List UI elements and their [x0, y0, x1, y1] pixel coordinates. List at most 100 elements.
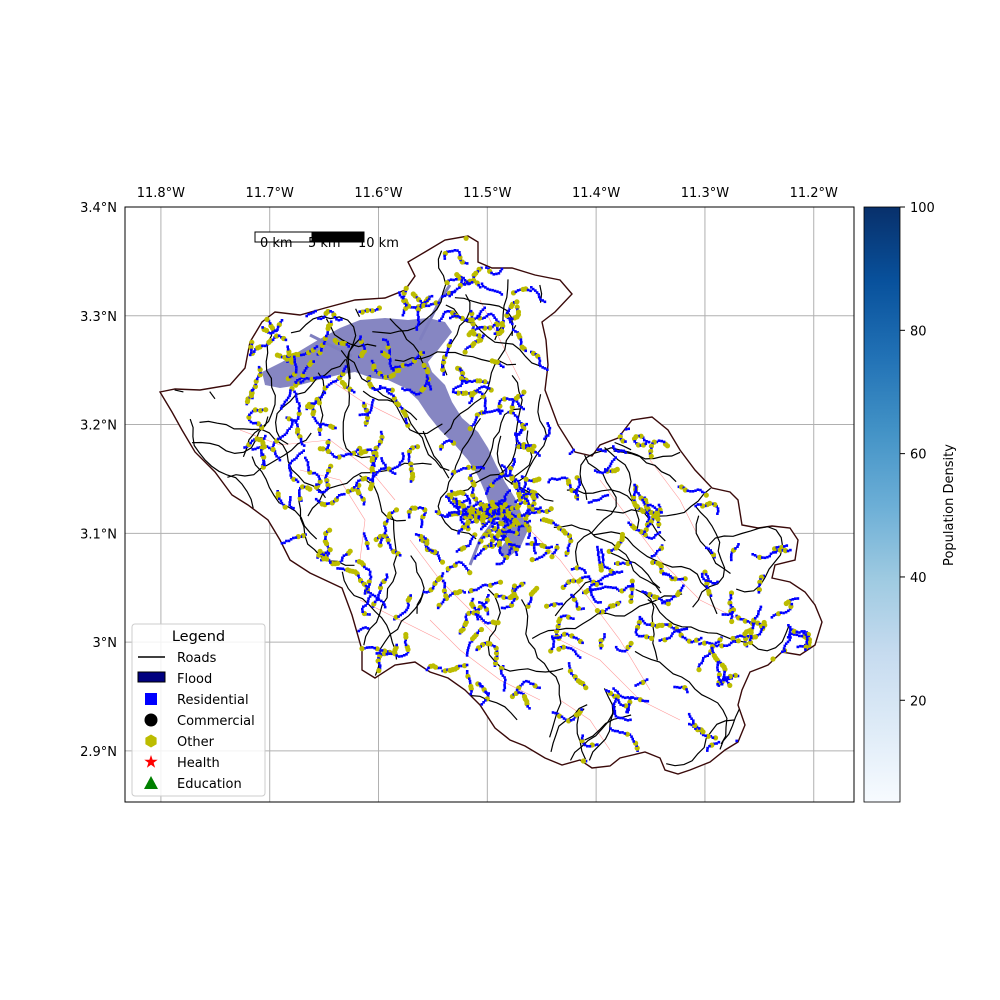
building-residential-point: [493, 332, 497, 335]
building-residential-point: [441, 514, 444, 517]
building-residential-point: [486, 544, 489, 548]
building-residential-point: [568, 541, 572, 545]
building-residential-point: [646, 592, 649, 595]
building-residential-point: [529, 682, 532, 685]
building-residential-point: [538, 556, 541, 559]
building-residential-point: [633, 483, 636, 487]
building-residential-point: [354, 450, 358, 454]
building-residential-point: [496, 524, 500, 527]
building-residential-point: [488, 485, 492, 488]
building-residential-point: [322, 422, 325, 426]
building-residential-point: [483, 605, 487, 609]
building-residential-point: [545, 546, 548, 549]
building-residential-point: [634, 488, 638, 491]
building-residential-point: [290, 425, 293, 428]
building-residential-point: [458, 506, 461, 509]
road-segment: [510, 430, 533, 485]
building-residential-point: [441, 295, 444, 298]
building-residential-point: [729, 607, 733, 611]
building-residential-point: [717, 740, 721, 744]
building-residential-point: [719, 680, 723, 684]
building-residential-point: [471, 535, 475, 539]
building-residential-point: [700, 572, 704, 576]
building-residential-point: [596, 587, 600, 591]
building-residential-point: [519, 338, 523, 341]
building-residential-point: [525, 444, 528, 447]
building-residential-point: [369, 448, 372, 451]
building-residential-point: [488, 288, 492, 292]
building-residential-point: [294, 370, 298, 374]
building-residential-point: [713, 643, 716, 647]
building-residential-point: [248, 353, 252, 357]
building-residential-point: [447, 439, 451, 442]
building-residential-point: [601, 553, 605, 556]
building-residential-point: [336, 378, 339, 381]
building-residential-point: [503, 683, 506, 687]
building-residential-point: [599, 578, 603, 582]
building-residential-point: [286, 429, 289, 432]
building-residential-point: [515, 400, 519, 403]
building-residential-point: [375, 308, 379, 311]
building-residential-point: [379, 541, 382, 544]
building-residential-point: [575, 605, 579, 608]
building-residential-point: [459, 518, 463, 522]
building-residential-point: [521, 682, 524, 686]
building-residential-point: [254, 447, 257, 451]
building-residential-point: [485, 314, 489, 318]
building-residential-point: [420, 520, 424, 523]
building-residential-point: [509, 320, 512, 324]
building-residential-point: [596, 743, 599, 746]
building-residential-point: [682, 486, 686, 490]
building-residential-point: [607, 466, 610, 470]
building-residential-point: [365, 587, 369, 591]
building-residential-point: [688, 722, 691, 726]
building-residential-point: [598, 561, 601, 564]
building-residential-point: [493, 409, 496, 412]
building-residential-point: [605, 608, 608, 611]
building-residential-point: [493, 323, 496, 327]
building-residential-point: [472, 423, 475, 426]
building-residential-point: [621, 561, 625, 565]
building-residential-point: [629, 523, 632, 526]
building-residential-point: [382, 338, 385, 341]
building-residential-point: [726, 613, 730, 616]
building-residential-point: [465, 280, 469, 284]
building-residential-point: [422, 351, 425, 354]
building-residential-point: [517, 525, 521, 529]
building-other-point: [544, 603, 550, 609]
building-residential-point: [329, 310, 332, 313]
building-residential-point: [481, 308, 485, 311]
building-residential-point: [497, 409, 501, 413]
building-residential-point: [313, 346, 317, 350]
building-residential-point: [295, 419, 298, 422]
building-residential-point: [366, 419, 369, 422]
building-residential-point: [384, 578, 388, 581]
building-residential-point: [615, 570, 619, 574]
building-residential-point: [506, 520, 509, 524]
building-residential-point: [488, 534, 491, 537]
building-residential-point: [316, 499, 320, 503]
building-residential-point: [729, 604, 733, 607]
building-residential-point: [463, 380, 466, 383]
building-residential-point: [439, 666, 442, 670]
building-residential-point: [342, 554, 346, 557]
building-residential-point: [645, 440, 648, 443]
building-residential-point: [467, 392, 470, 395]
building-residential-point: [671, 576, 674, 580]
building-residential-point: [515, 437, 519, 440]
building-residential-point: [493, 510, 497, 514]
building-residential-point: [380, 374, 383, 377]
building-residential-point: [478, 682, 481, 685]
building-other-point: [511, 583, 518, 589]
building-residential-point: [566, 532, 569, 536]
building-residential-point: [716, 661, 720, 664]
building-residential-point: [722, 675, 726, 679]
colorbar-tick-label: 100: [910, 201, 935, 216]
building-residential-point: [454, 391, 457, 394]
building-residential-point: [441, 600, 445, 604]
building-residential-point: [540, 509, 544, 513]
building-residential-point: [502, 517, 505, 521]
building-residential-point: [634, 485, 638, 489]
building-residential-point: [312, 311, 315, 314]
building-residential-point: [501, 538, 505, 541]
